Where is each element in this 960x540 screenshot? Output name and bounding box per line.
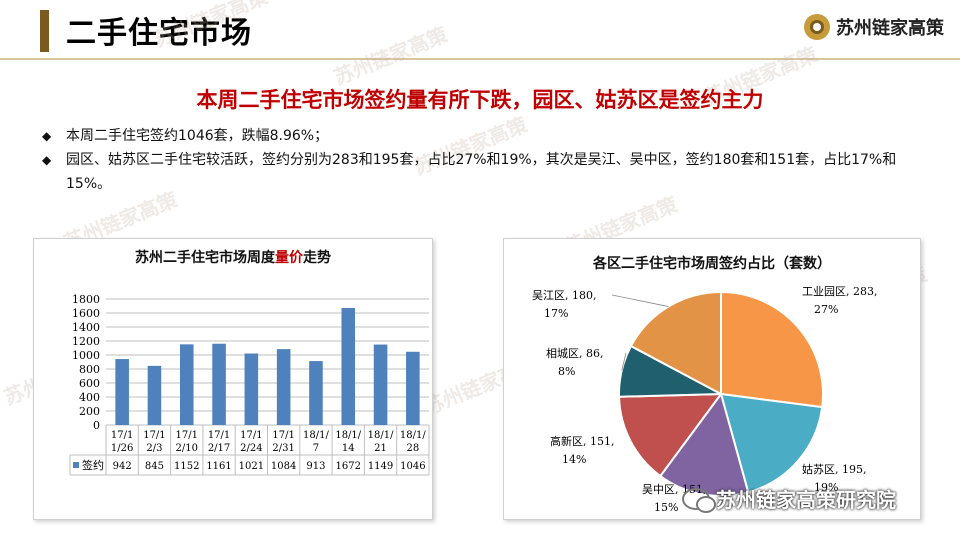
bar [341, 307, 356, 425]
bullet-list: ◆ 本周二手住宅签约1046套，跌幅8.96%； ◆ 园区、姑苏区二手住宅较活跃… [42, 124, 932, 196]
headline: 本周二手住宅市场签约量有所下跌，园区、姑苏区是签约主力 [196, 88, 764, 112]
y-tick-label: 1800 [72, 293, 100, 306]
data-label: 1672 [336, 461, 361, 472]
bar-chart-title: 苏州二手住宅市场周度量价走势 [34, 247, 432, 267]
pie-chart-title: 各区二手住宅市场周签约占比（套数） [593, 256, 831, 272]
y-tick-label: 800 [79, 363, 100, 376]
bullet-item: ◆ 园区、姑苏区二手住宅较活跃，签约分别为283和195套，占比27%和19%，… [42, 148, 932, 196]
y-tick-label: 1400 [72, 321, 100, 334]
pie-label: 14% [562, 453, 586, 466]
pie-slice [719, 392, 824, 494]
x-tick-label: 17/1 [176, 430, 198, 441]
x-tick-label: 2/24 [240, 443, 262, 454]
pie-chart-panel: 各区二手住宅市场周签约占比（套数） 工业园区, 283, 27% 姑苏区, 195,… [503, 238, 921, 520]
diamond-bullet-icon: ◆ [42, 129, 52, 143]
pie-leader-line [621, 352, 627, 371]
data-label: 845 [145, 461, 164, 472]
y-tick-label: 0 [93, 419, 100, 432]
x-tick-label: 2/3 [146, 443, 162, 454]
y-tick-label: 200 [79, 405, 100, 418]
x-tick-label: 18/1/ [400, 430, 426, 441]
x-tick-label: 17/1 [143, 430, 165, 441]
logo-icon [804, 14, 830, 40]
pie-label: 高新区, 151, [550, 434, 615, 448]
title-accent-bar [40, 10, 49, 52]
bar-chart-title-prefix: 苏州二手住宅市场周度 [135, 250, 275, 266]
x-tick-label: 1/26 [111, 443, 133, 454]
bar [115, 359, 129, 425]
bullet-text: 本周二手住宅签约1046套，跌幅8.96%； [66, 128, 329, 144]
bar-chart-title-suffix: 走势 [303, 250, 331, 266]
legend-swatch [73, 462, 79, 468]
bar [147, 365, 162, 425]
bar-chart-panel: 苏州二手住宅市场周度量价走势 0 200 400 600 800 1000 1200 1400… [33, 238, 433, 520]
x-tick-label: 18/1/ [335, 430, 361, 441]
brand-logo: 苏州链家高策 [804, 14, 944, 40]
x-tick-label: 18/1/ [368, 430, 394, 441]
bar [179, 344, 194, 425]
pie-leader-line [611, 294, 669, 307]
y-tick-label: 1000 [72, 349, 100, 362]
data-label: 1046 [400, 461, 425, 472]
data-label: 1084 [271, 461, 296, 472]
bullet-text: 园区、姑苏区二手住宅较活跃，签约分别为283和195套，占比27%和19%，其次… [66, 152, 897, 192]
x-tick-label: 21 [374, 443, 387, 454]
x-tick-label: 18/1/ [303, 430, 329, 441]
footer-watermark: 苏州链家高策研究院 [682, 484, 896, 513]
x-tick-label: 17/1 [208, 430, 230, 441]
pie-chart: 工业园区, 283,27%姑苏区, 195,19%吴中区, 151,15%高新区… [532, 285, 878, 514]
pie-label: 15% [654, 501, 678, 514]
page-title: 二手住宅市场 [66, 16, 252, 51]
data-label: 1152 [174, 461, 199, 472]
y-tick-label: 600 [79, 377, 100, 390]
x-tick-label: 14 [342, 443, 355, 454]
y-tick-label: 1600 [72, 307, 100, 320]
footer-watermark-text: 苏州链家高策研究院 [716, 488, 896, 512]
pie-label: 27% [814, 303, 838, 316]
pie-label: 19% [814, 481, 838, 494]
bar-chart-title-highlight: 量价 [275, 250, 303, 266]
legend-label: 签约 [82, 458, 104, 472]
bar [244, 353, 259, 425]
bar [373, 344, 388, 425]
wechat-icon [682, 487, 716, 513]
x-tick-label: 17/1 [240, 430, 262, 441]
logo-text: 苏州链家高策 [836, 18, 944, 39]
bar [212, 343, 226, 425]
pie-label: 姑苏区, 195, [802, 463, 867, 476]
data-label: 1161 [206, 461, 231, 472]
header-divider [0, 58, 960, 60]
y-tick-label: 1200 [72, 335, 100, 348]
pie-label: 相城区, 86, [546, 347, 604, 360]
diamond-bullet-icon: ◆ [42, 153, 52, 167]
pie-label: 工业园区, 283, [802, 285, 878, 298]
data-label: 1149 [368, 461, 393, 472]
watermark: 苏州链家高策 [330, 22, 451, 90]
bar [406, 351, 420, 425]
x-tick-label: 7 [313, 443, 319, 454]
pie-label: 吴江区, 180, [532, 289, 597, 302]
data-label: 913 [306, 461, 325, 472]
data-label: 1021 [239, 461, 264, 472]
x-tick-label: 2/31 [272, 443, 294, 454]
x-tick-label: 28 [406, 443, 419, 454]
pie-slice [720, 290, 824, 409]
x-tick-label: 17/1 [272, 430, 294, 441]
x-tick-label: 2/17 [208, 443, 230, 454]
pie-label: 8% [558, 365, 575, 378]
pie-label: 17% [544, 307, 568, 320]
y-tick-label: 400 [79, 391, 100, 404]
bar [309, 361, 323, 425]
x-tick-label: 17/1 [111, 430, 133, 441]
pie-slice [618, 392, 724, 478]
bullet-item: ◆ 本周二手住宅签约1046套，跌幅8.96%； [42, 124, 932, 148]
bar [276, 349, 291, 425]
x-tick-label: 2/10 [176, 443, 198, 454]
data-label: 942 [113, 461, 132, 472]
